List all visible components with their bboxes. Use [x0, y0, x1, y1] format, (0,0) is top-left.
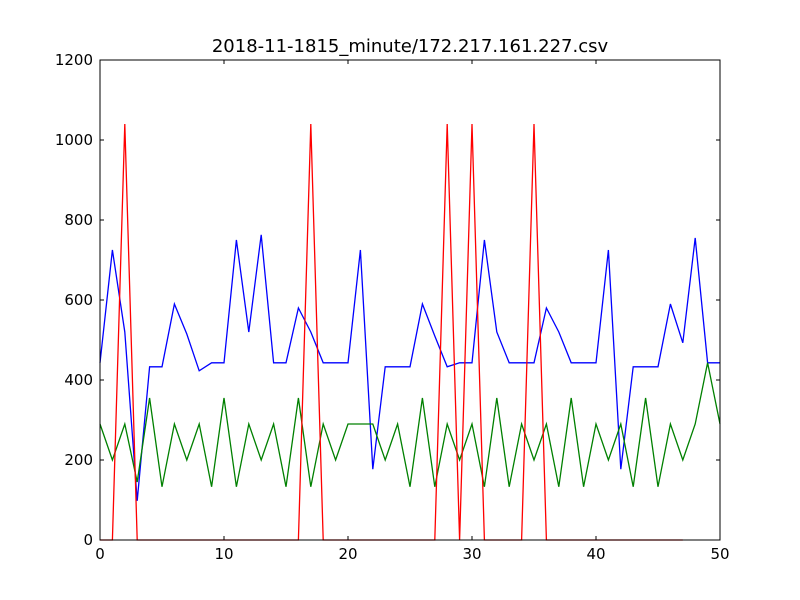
x-tick-label: 10: [214, 545, 233, 563]
y-tick-label: 1200: [55, 51, 93, 69]
plot-frame: [99, 59, 721, 541]
y-tick-label: 200: [64, 451, 93, 469]
chart-title: 2018-11-1815_minute/172.217.161.227.csv: [212, 36, 609, 57]
x-tick-label: 50: [710, 545, 729, 563]
x-tick-label: 0: [95, 545, 105, 563]
y-tick-label: 800: [64, 211, 93, 229]
y-tick-label: 600: [64, 291, 93, 309]
axis-layer: 0 10 20 30 40 50 0 200 400 600 800 1000 1200: [55, 51, 730, 563]
x-tick-label: 40: [586, 545, 605, 563]
y-tick-label: 0: [83, 531, 93, 549]
y-tick-label: 400: [64, 371, 93, 389]
x-tick-label: 20: [338, 545, 357, 563]
series-layer: [99, 123, 721, 541]
x-tick-label: 30: [462, 545, 481, 563]
y-tick-label: 1000: [55, 131, 93, 149]
series-line-2: [100, 123, 683, 541]
series-line-0: [99, 234, 720, 501]
series-line-1: [99, 362, 721, 487]
